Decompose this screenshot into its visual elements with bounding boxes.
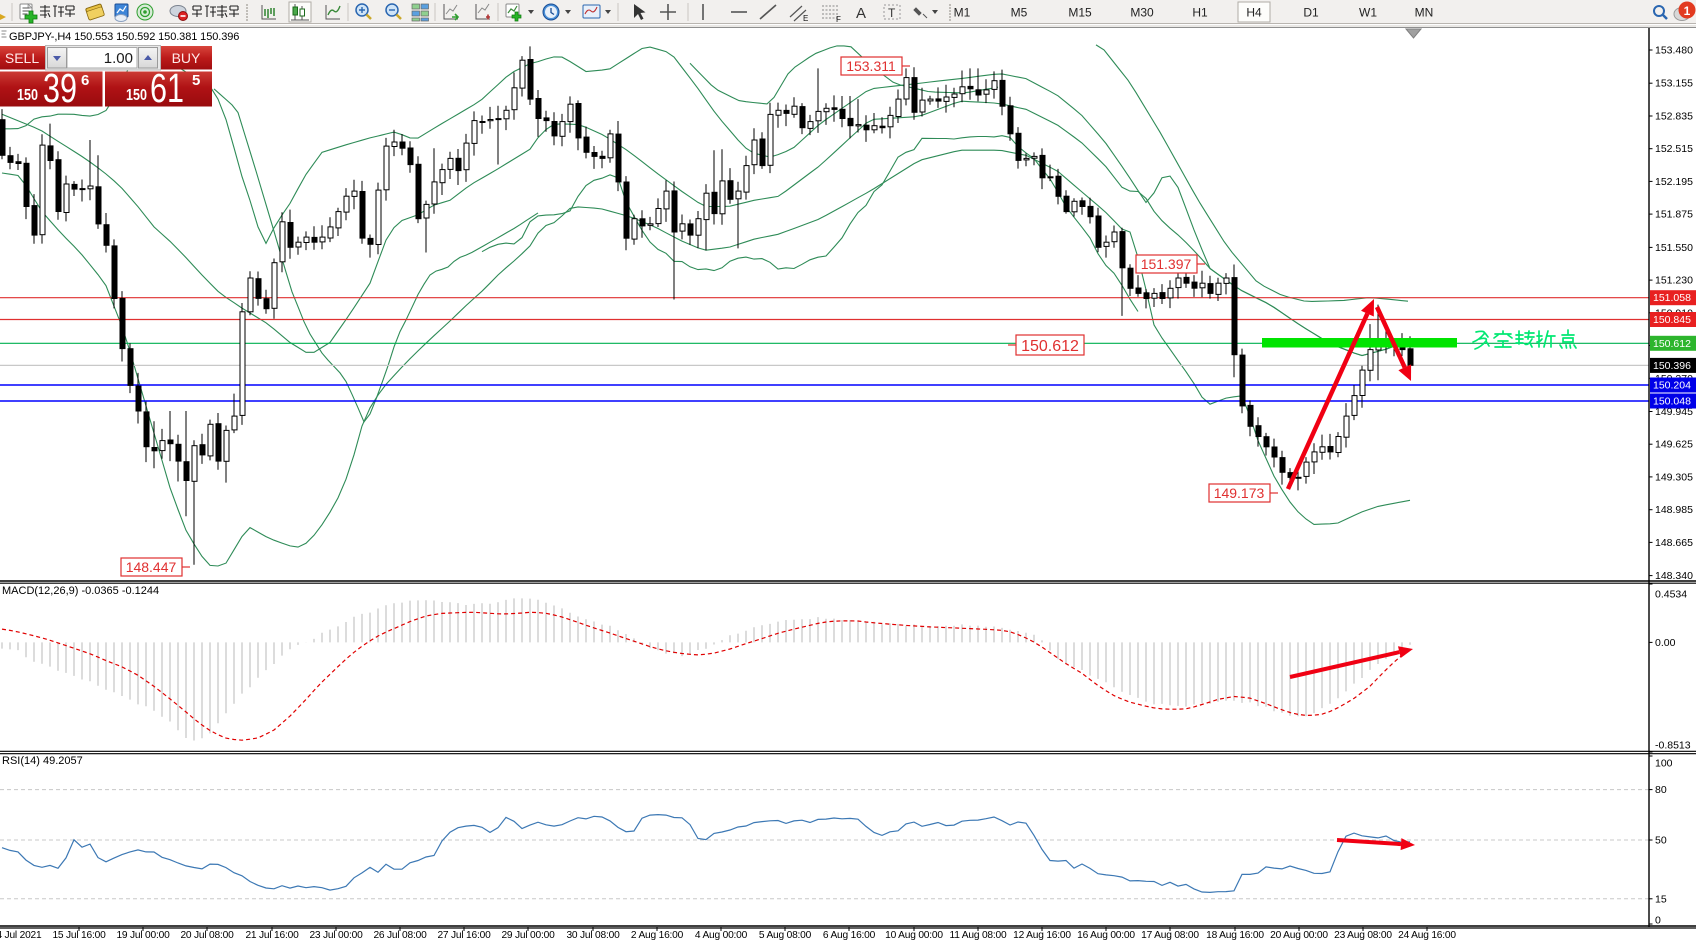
svg-text:M30: M30 bbox=[1130, 6, 1154, 20]
svg-text:15: 15 bbox=[1655, 893, 1667, 905]
svg-text:T: T bbox=[888, 6, 896, 20]
svg-text:61: 61 bbox=[150, 65, 184, 111]
svg-text:6 Aug 16:00: 6 Aug 16:00 bbox=[823, 930, 876, 941]
svg-text:H4: H4 bbox=[1246, 6, 1262, 20]
svg-text:18 Aug 16:00: 18 Aug 16:00 bbox=[1206, 930, 1264, 941]
svg-text:23 Jul 00:00: 23 Jul 00:00 bbox=[309, 930, 363, 941]
svg-text:6: 6 bbox=[81, 72, 89, 89]
svg-text:GBPJPY-,H4 150.553 150.592 15: GBPJPY-,H4 150.553 150.592 150.381 150.3… bbox=[9, 31, 239, 43]
svg-text:MACD(12,26,9) -0.0365 -0.1244: MACD(12,26,9) -0.0365 -0.1244 bbox=[2, 585, 159, 597]
svg-text:-0.8513: -0.8513 bbox=[1655, 740, 1691, 752]
svg-text:152.195: 152.195 bbox=[1655, 176, 1693, 188]
svg-text:E: E bbox=[803, 14, 808, 23]
svg-text:12 Aug 16:00: 12 Aug 16:00 bbox=[1013, 930, 1071, 941]
svg-text:11 Aug 08:00: 11 Aug 08:00 bbox=[950, 930, 1007, 941]
svg-text:148.340: 148.340 bbox=[1655, 570, 1693, 582]
svg-text:39: 39 bbox=[43, 65, 77, 111]
svg-text:80: 80 bbox=[1655, 784, 1667, 796]
svg-text:1: 1 bbox=[1684, 4, 1691, 18]
svg-text:MN: MN bbox=[1415, 6, 1434, 20]
svg-text:0: 0 bbox=[1655, 915, 1661, 927]
svg-text:M5: M5 bbox=[1011, 6, 1028, 20]
svg-text:26 Jul 08:00: 26 Jul 08:00 bbox=[373, 930, 427, 941]
svg-text:150: 150 bbox=[17, 87, 38, 104]
svg-text:153.311: 153.311 bbox=[846, 58, 896, 74]
svg-text:17 Aug 08:00: 17 Aug 08:00 bbox=[1141, 930, 1199, 941]
svg-text:150.396: 150.396 bbox=[1653, 360, 1691, 372]
svg-text:19 Jul 00:00: 19 Jul 00:00 bbox=[116, 930, 170, 941]
svg-text:150.204: 150.204 bbox=[1653, 380, 1691, 392]
svg-text:2 Aug 16:00: 2 Aug 16:00 bbox=[631, 930, 684, 941]
svg-text:152.515: 152.515 bbox=[1655, 143, 1693, 155]
svg-text:150.048: 150.048 bbox=[1653, 396, 1691, 408]
svg-text:RSI(14) 49.2057: RSI(14) 49.2057 bbox=[2, 755, 83, 767]
svg-text:148.985: 148.985 bbox=[1655, 504, 1693, 516]
svg-text:H1: H1 bbox=[1192, 6, 1208, 20]
svg-text:149.305: 149.305 bbox=[1655, 471, 1693, 483]
svg-text:15 Jul 16:00: 15 Jul 16:00 bbox=[52, 930, 106, 941]
svg-text:30 Jul 08:00: 30 Jul 08:00 bbox=[566, 930, 620, 941]
svg-text:151.550: 151.550 bbox=[1655, 242, 1693, 254]
svg-text:151.875: 151.875 bbox=[1655, 209, 1693, 221]
svg-text:152.835: 152.835 bbox=[1655, 111, 1693, 123]
svg-text:29 Jul 00:00: 29 Jul 00:00 bbox=[501, 930, 555, 941]
svg-text:149.173: 149.173 bbox=[1214, 485, 1265, 501]
svg-text:D1: D1 bbox=[1303, 6, 1319, 20]
svg-text:21 Jul 16:00: 21 Jul 16:00 bbox=[245, 930, 299, 941]
svg-text:150: 150 bbox=[126, 87, 147, 104]
svg-text:151.058: 151.058 bbox=[1653, 292, 1691, 304]
svg-text:M15: M15 bbox=[1068, 6, 1092, 20]
svg-text:5: 5 bbox=[192, 72, 200, 89]
svg-text:150.612: 150.612 bbox=[1653, 338, 1691, 350]
svg-text:BUY: BUY bbox=[172, 50, 201, 66]
svg-text:100: 100 bbox=[1655, 758, 1673, 770]
svg-text:1.00: 1.00 bbox=[104, 50, 133, 67]
svg-text:149.945: 149.945 bbox=[1655, 406, 1693, 418]
svg-text:24 Aug 16:00: 24 Aug 16:00 bbox=[1398, 930, 1456, 941]
svg-text:153.155: 153.155 bbox=[1655, 78, 1693, 90]
svg-text:50: 50 bbox=[1655, 835, 1667, 847]
svg-text:20 Jul 08:00: 20 Jul 08:00 bbox=[180, 930, 234, 941]
svg-text:A: A bbox=[856, 5, 866, 22]
svg-text:148.665: 148.665 bbox=[1655, 537, 1693, 549]
svg-text:0.00: 0.00 bbox=[1655, 637, 1676, 649]
svg-text:150.612: 150.612 bbox=[1021, 338, 1079, 355]
svg-text:27 Jul 16:00: 27 Jul 16:00 bbox=[437, 930, 491, 941]
svg-text:20 Aug 00:00: 20 Aug 00:00 bbox=[1270, 930, 1328, 941]
svg-text:SELL: SELL bbox=[5, 50, 39, 66]
svg-text:10 Aug 00:00: 10 Aug 00:00 bbox=[885, 930, 943, 941]
svg-text:M1: M1 bbox=[954, 6, 971, 20]
svg-text:F: F bbox=[836, 15, 841, 24]
svg-text:14 Jul 2021: 14 Jul 2021 bbox=[0, 930, 42, 941]
svg-text:148.447: 148.447 bbox=[126, 559, 177, 575]
svg-text:16 Aug 00:00: 16 Aug 00:00 bbox=[1077, 930, 1135, 941]
svg-text:0.4534: 0.4534 bbox=[1655, 589, 1687, 601]
svg-text:149.625: 149.625 bbox=[1655, 439, 1693, 451]
svg-text:23 Aug 08:00: 23 Aug 08:00 bbox=[1334, 930, 1392, 941]
svg-text:5 Aug 08:00: 5 Aug 08:00 bbox=[759, 930, 812, 941]
svg-text:153.480: 153.480 bbox=[1655, 45, 1693, 57]
svg-text:4 Aug 00:00: 4 Aug 00:00 bbox=[695, 930, 748, 941]
svg-text:151.230: 151.230 bbox=[1655, 275, 1693, 287]
svg-text:151.397: 151.397 bbox=[1141, 256, 1192, 272]
svg-text:W1: W1 bbox=[1359, 6, 1377, 20]
svg-text:150.845: 150.845 bbox=[1653, 314, 1691, 326]
